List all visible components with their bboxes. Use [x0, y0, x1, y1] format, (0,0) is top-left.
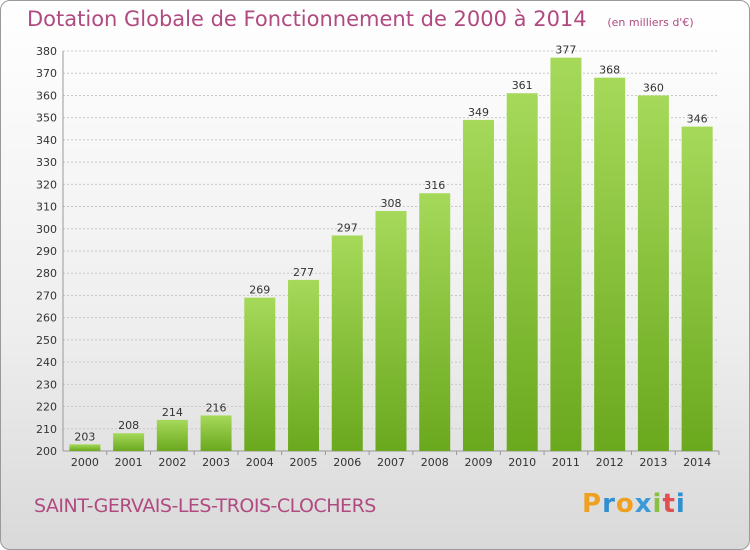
y-tick-label: 260: [36, 312, 57, 325]
y-tick-label: 240: [36, 356, 57, 369]
logo-letter-t: t: [662, 489, 676, 519]
data-label: 216: [206, 401, 227, 414]
data-label: 361: [512, 79, 533, 92]
y-tick-label: 350: [36, 112, 57, 125]
data-label: 277: [293, 266, 314, 279]
chart-title: Dotation Globale de Fonctionnement de 20…: [27, 7, 587, 31]
bar-2004: [244, 297, 276, 451]
y-tick-label: 330: [36, 156, 57, 169]
bar-2005: [288, 279, 320, 451]
x-tick-label: 2001: [115, 456, 143, 469]
bar-2000: [69, 444, 101, 451]
y-tick-label: 270: [36, 289, 57, 302]
bar-2002: [156, 419, 188, 451]
y-tick-label: 210: [36, 423, 57, 436]
logo-letter-p: P: [582, 489, 603, 519]
data-label: 308: [381, 197, 402, 210]
x-tick-label: 2008: [421, 456, 449, 469]
data-label: 208: [118, 419, 139, 432]
y-tick-label: 250: [36, 334, 57, 347]
data-label: 346: [687, 113, 708, 126]
x-tick-label: 2004: [246, 456, 274, 469]
data-label: 377: [555, 44, 576, 57]
bar-2014: [681, 126, 713, 452]
logo-letter-x: x: [634, 489, 653, 519]
y-tick-label: 230: [36, 378, 57, 391]
data-labels: 203 208 214 216 269 277 297 308 316 349 361 377 368 3…: [74, 44, 707, 444]
data-label: 203: [74, 430, 95, 443]
bars: [69, 57, 713, 452]
logo-letter-i: i: [652, 489, 663, 519]
y-tick-label: 200: [36, 445, 57, 458]
x-tick-label: 2007: [377, 456, 405, 469]
bar-2007: [375, 211, 407, 451]
logo-letter-r: r: [602, 489, 616, 519]
x-tick-label: 2014: [683, 456, 711, 469]
bar-2006: [331, 235, 363, 451]
x-tick-label: 2006: [333, 456, 361, 469]
x-tick-label: 2011: [552, 456, 580, 469]
x-tick-label: 2009: [464, 456, 492, 469]
bar-2013: [637, 95, 669, 451]
bar-2003: [200, 415, 232, 451]
bar-2009: [462, 119, 494, 451]
data-label: 360: [643, 81, 664, 94]
x-tick-label: 2000: [71, 456, 99, 469]
y-tick-label: 280: [36, 267, 57, 280]
data-label: 368: [599, 64, 620, 77]
y-tick-label: 290: [36, 245, 57, 258]
y-tick-label: 370: [36, 67, 57, 80]
chart-title-block: Dotation Globale de Fonctionnement de 20…: [27, 7, 694, 31]
y-tick-label: 300: [36, 223, 57, 236]
y-tick-label: 310: [36, 201, 57, 214]
data-label: 316: [424, 179, 445, 192]
x-tick-label: 2012: [596, 456, 624, 469]
y-tick-label: 380: [36, 45, 57, 58]
y-tick-label: 220: [36, 401, 57, 414]
x-tick-label: 2005: [290, 456, 318, 469]
bar-2010: [506, 93, 538, 451]
bar-2011: [550, 57, 582, 452]
x-tick-label: 2002: [158, 456, 186, 469]
data-label: 297: [337, 221, 358, 234]
proxiti-logo[interactable]: Proxiti: [582, 489, 686, 519]
bar-2012: [594, 77, 626, 452]
chart-subtitle: (en milliers d'€): [607, 16, 694, 29]
x-tick-label: 2003: [202, 456, 230, 469]
x-tick-label: 2013: [639, 456, 667, 469]
bar-2001: [113, 433, 145, 451]
x-tick-label: 2010: [508, 456, 536, 469]
data-label: 349: [468, 106, 489, 119]
data-label: 214: [162, 406, 183, 419]
logo-letter-o: o: [615, 489, 635, 519]
bar-2008: [419, 193, 451, 451]
commune-name: SAINT-GERVAIS-LES-TROIS-CLOCHERS: [34, 495, 376, 517]
data-label: 269: [249, 284, 270, 297]
y-tick-label: 360: [36, 89, 57, 102]
logo-letter-i: i: [675, 489, 686, 519]
y-tick-label: 340: [36, 134, 57, 147]
y-tick-label: 320: [36, 178, 57, 191]
